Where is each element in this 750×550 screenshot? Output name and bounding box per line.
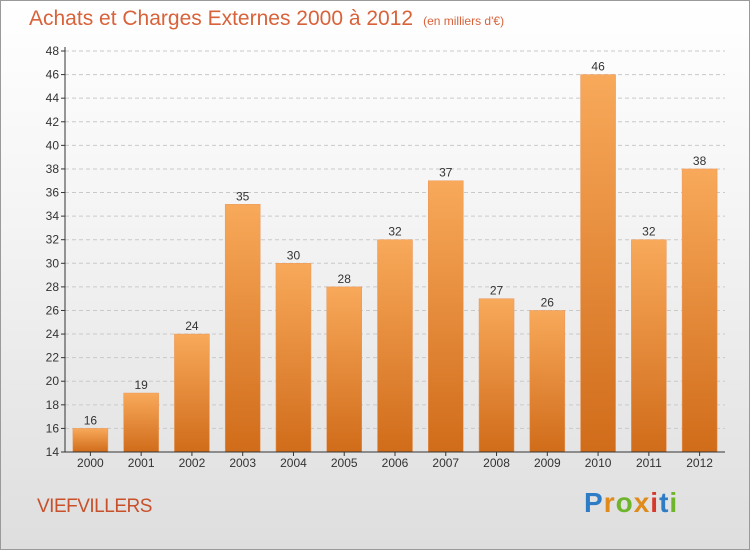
- y-tick-label: 24: [46, 327, 60, 341]
- data-label-2004: 30: [287, 248, 301, 262]
- bar-2010: [580, 74, 616, 453]
- bar-2011: [631, 239, 667, 453]
- data-label-2002: 24: [185, 319, 199, 333]
- chart-title-text: Achats et Charges Externes 2000 à 2012: [29, 7, 414, 30]
- bar-2008: [478, 298, 515, 453]
- x-tick-label-2000: 2000: [77, 456, 104, 470]
- bars: [72, 74, 718, 453]
- y-tick-label: 20: [46, 374, 60, 388]
- bar-2001: [123, 392, 159, 453]
- x-tick-label-2009: 2009: [534, 456, 561, 470]
- y-tick-label: 16: [46, 421, 60, 435]
- bar-2007: [428, 180, 464, 453]
- data-label-2005: 28: [338, 272, 352, 286]
- x-tick-label-2012: 2012: [686, 456, 713, 470]
- chart-title: Achats et Charges Externes 2000 à 2012 (e…: [29, 7, 504, 31]
- x-tick-label-2005: 2005: [331, 456, 358, 470]
- brand-logo: Proxiti: [584, 487, 679, 518]
- data-label-2012: 38: [693, 154, 707, 168]
- y-tick-label: 18: [46, 398, 60, 412]
- x-tick-label-2010: 2010: [585, 456, 612, 470]
- data-label-2011: 32: [642, 225, 656, 239]
- x-tick-label-2008: 2008: [483, 456, 510, 470]
- data-label-2010: 46: [591, 60, 605, 74]
- bar-2000: [72, 428, 109, 453]
- x-tick-label-2003: 2003: [229, 456, 256, 470]
- x-tick-label-2007: 2007: [432, 456, 459, 470]
- x-tick-label-2002: 2002: [179, 456, 206, 470]
- x-tick-label-2011: 2011: [636, 456, 662, 470]
- bar-2006: [377, 239, 413, 453]
- y-tick-label: 30: [46, 256, 60, 270]
- y-tick-label: 48: [46, 44, 60, 58]
- y-tick-label: 22: [46, 351, 60, 365]
- data-label-2006: 32: [388, 225, 402, 239]
- y-tick-label: 14: [46, 445, 60, 459]
- x-tick-label-2004: 2004: [280, 456, 307, 470]
- y-tick-label: 28: [46, 280, 60, 294]
- bar-2009: [529, 310, 566, 453]
- location-label: VIEFVILLERS: [37, 496, 152, 517]
- bar-2004: [275, 263, 312, 453]
- data-label-2009: 26: [541, 295, 555, 309]
- y-tick-label: 46: [46, 68, 60, 82]
- data-label-2007: 37: [439, 166, 453, 180]
- bar-2005: [326, 286, 362, 453]
- y-tick-label: 38: [46, 162, 60, 176]
- y-tick-label: 26: [46, 303, 60, 317]
- x-tick-label-2001: 2001: [128, 456, 155, 470]
- y-tick-label: 40: [46, 138, 60, 152]
- y-tick-label: 32: [46, 233, 60, 247]
- data-label-2003: 35: [236, 189, 250, 203]
- y-tick-label: 36: [46, 186, 60, 200]
- chart-subtitle: (en milliers d'€): [423, 14, 505, 28]
- y-tick-label: 42: [46, 115, 60, 129]
- bar-2002: [174, 333, 210, 453]
- data-label-2000: 16: [84, 413, 98, 427]
- labels: 14 16 18 20 22 24 26 28 30 32 34 36 38 40 42 44 46 48 16 20…: [46, 44, 714, 470]
- axes: [61, 47, 725, 456]
- data-label-2001: 19: [134, 378, 148, 392]
- data-label-2008: 27: [490, 284, 504, 298]
- bar-2012: [681, 168, 718, 453]
- y-tick-label: 44: [46, 91, 60, 105]
- y-tick-label: 34: [46, 209, 60, 223]
- x-tick-label-2006: 2006: [382, 456, 409, 470]
- bar-2003: [224, 204, 261, 453]
